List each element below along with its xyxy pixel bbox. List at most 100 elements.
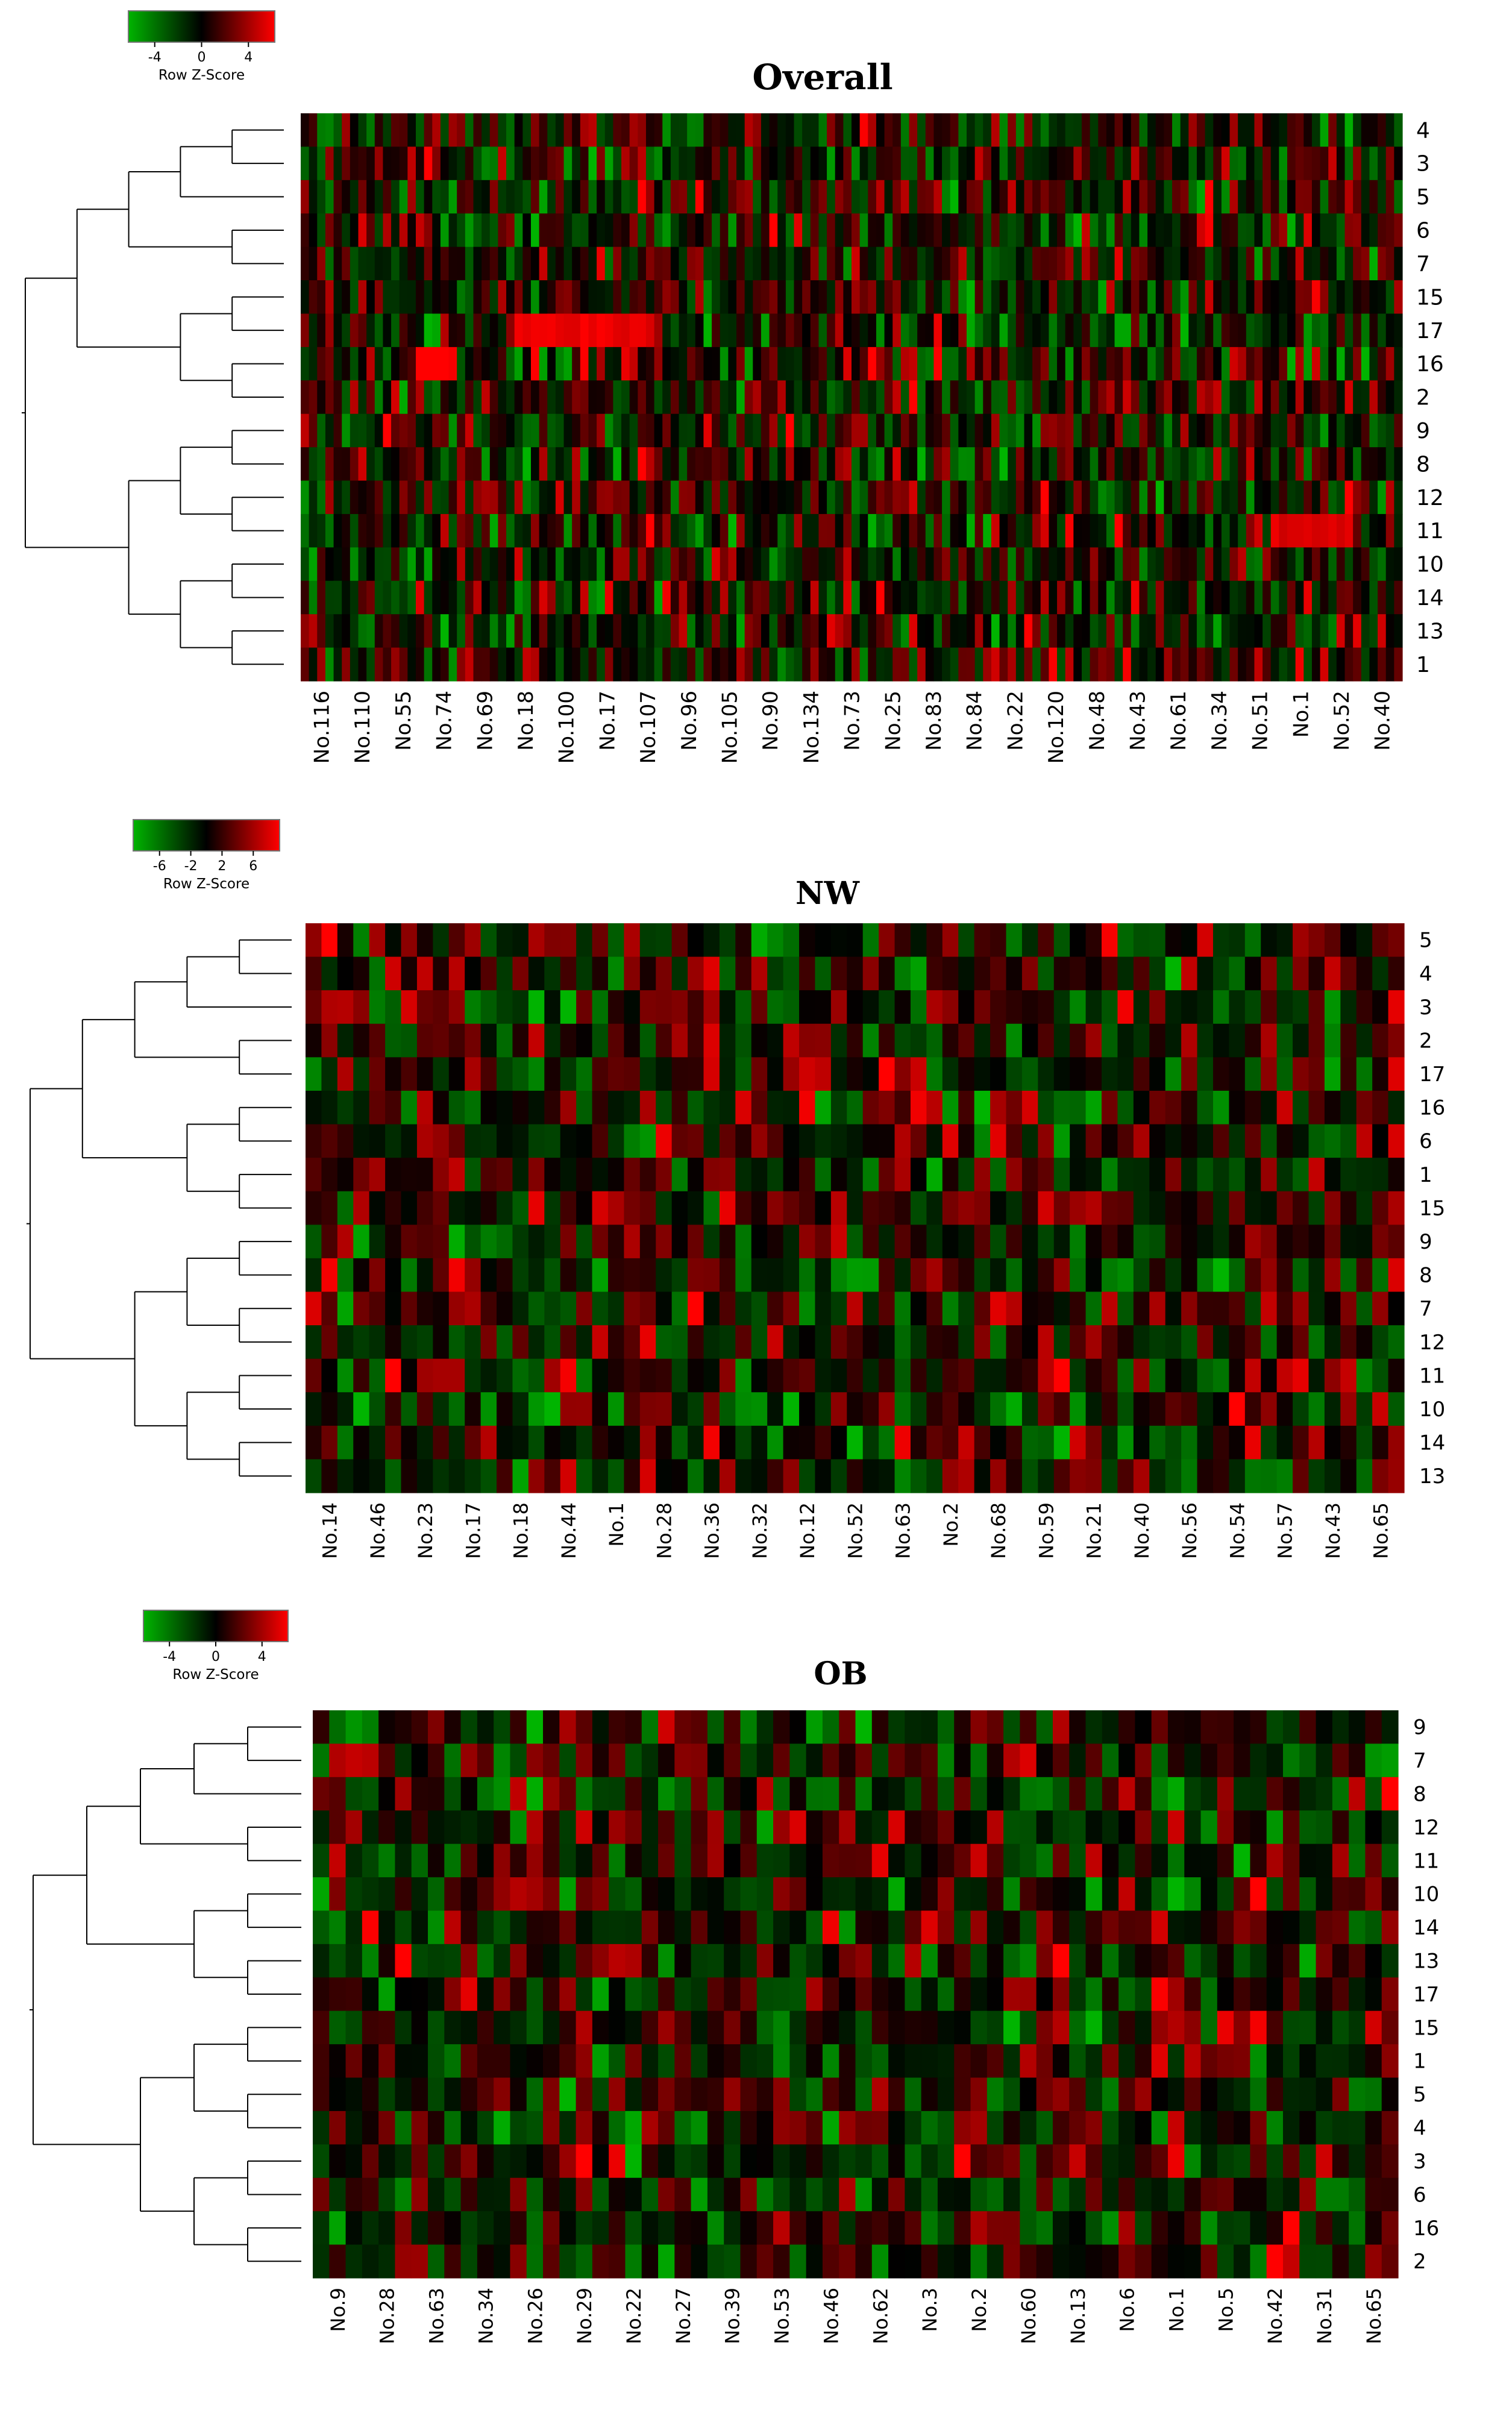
heatmap-cell <box>369 1023 386 1058</box>
heatmap-cell <box>974 347 983 381</box>
heatmap-cell <box>802 480 811 515</box>
heatmap-cell <box>510 1944 527 1978</box>
heatmap-cell <box>1316 1944 1333 1978</box>
heatmap-cell <box>383 280 392 315</box>
heatmap-cell <box>440 413 450 448</box>
heatmap-cell <box>855 2044 873 2079</box>
heatmap-cell <box>1250 1877 1267 1912</box>
heatmap-cell <box>767 990 784 1024</box>
heatmap-cell <box>1085 1777 1103 1811</box>
heatmap-cell <box>1133 1057 1150 1091</box>
heatmap-cell <box>847 923 864 958</box>
heatmap-cell <box>1106 113 1115 148</box>
heatmap-cell <box>852 614 861 648</box>
heatmap-cell <box>1133 1459 1150 1493</box>
heatmap-cell <box>656 1425 673 1460</box>
heatmap-cell <box>572 380 581 415</box>
heatmap-cell <box>999 347 1008 381</box>
heatmap-cell <box>1197 1425 1214 1460</box>
heatmap-cell <box>1299 2044 1317 2079</box>
heatmap-cell <box>530 480 540 515</box>
heatmap-cell <box>399 313 408 348</box>
row-label: 11 <box>1419 1364 1445 1388</box>
heatmap-cell <box>512 1325 529 1360</box>
heatmap-cell <box>1038 1023 1055 1058</box>
heatmap-cell <box>362 2110 379 2145</box>
heatmap-cell <box>751 1459 768 1493</box>
heatmap-cell <box>822 1910 839 1945</box>
heatmap-cell <box>1164 447 1173 482</box>
heatmap-cell <box>679 113 688 148</box>
heatmap-cell <box>625 1944 642 1978</box>
heatmap-cell <box>910 1023 927 1058</box>
heatmap-cell <box>494 1877 511 1912</box>
heatmap-cell <box>1139 513 1148 548</box>
heatmap-cell <box>440 113 450 148</box>
heatmap-cell <box>313 1944 330 1978</box>
heatmap-cell <box>1118 1810 1135 1845</box>
heatmap-cell <box>740 1743 758 1778</box>
heatmap-cell <box>378 1843 396 1878</box>
heatmap-cell <box>818 280 827 315</box>
heatmap-cell <box>1181 1124 1198 1158</box>
heatmap-cell <box>544 1358 561 1393</box>
heatmap-cell <box>497 1090 513 1125</box>
heatmap-cell <box>1196 513 1206 548</box>
column-label: No.32 <box>748 1502 771 1559</box>
heatmap-cell <box>592 1843 609 1878</box>
heatmap-cell <box>1085 1158 1102 1192</box>
heatmap-cell <box>1006 1459 1023 1493</box>
heatmap-cell <box>592 1358 609 1393</box>
heatmap-cell <box>1015 146 1025 181</box>
heatmap-cell <box>862 1325 879 1360</box>
heatmap-cell <box>1356 1392 1373 1426</box>
heatmap-cell <box>1172 146 1181 181</box>
heatmap-cell <box>843 180 852 214</box>
heatmap-cell <box>1165 1459 1182 1493</box>
heatmap-cell <box>688 1325 704 1360</box>
heatmap-cell <box>629 380 638 415</box>
heatmap-cell <box>1197 1459 1214 1493</box>
heatmap-cell <box>498 580 507 615</box>
heatmap-cell <box>1378 347 1387 381</box>
row-label: 1 <box>1413 2050 1426 2074</box>
heatmap-cell <box>1394 347 1403 381</box>
heatmap-cell <box>1287 347 1296 381</box>
heatmap-cell <box>1114 180 1123 214</box>
column-label: No.57 <box>1274 1502 1297 1559</box>
heatmap-cell <box>641 1910 659 1945</box>
heatmap-cell <box>658 1944 675 1978</box>
heatmap-cell <box>839 2044 856 2079</box>
heatmap-cell <box>645 280 655 315</box>
heatmap-cell <box>724 2010 741 2045</box>
heatmap-cell <box>983 447 992 482</box>
heatmap-cell <box>670 113 680 148</box>
heatmap-cell <box>460 2044 478 2079</box>
heatmap-cell <box>1308 1392 1325 1426</box>
heatmap-cell <box>852 513 861 548</box>
heatmap-cell <box>1081 647 1091 682</box>
heatmap-cell <box>391 313 400 348</box>
heatmap-cell <box>1356 1057 1373 1091</box>
heatmap-cell <box>859 313 868 348</box>
heatmap-cell <box>1102 2044 1119 2079</box>
heatmap-cell <box>592 2211 609 2245</box>
heatmap-cell <box>687 113 696 148</box>
heatmap-cell <box>974 1090 991 1125</box>
heatmap-cell <box>572 213 581 248</box>
heatmap-cell <box>506 313 515 348</box>
heatmap-cell <box>818 213 827 248</box>
heatmap-cell <box>514 180 523 214</box>
heatmap-cell <box>1229 990 1246 1024</box>
heatmap-cell <box>629 647 638 682</box>
heatmap-cell <box>559 2244 577 2279</box>
heatmap-cell <box>921 2244 938 2279</box>
heatmap-cell <box>1394 280 1403 315</box>
heatmap-cell <box>1155 580 1164 615</box>
heatmap-cell <box>1369 480 1378 515</box>
row-label: 15 <box>1419 1196 1445 1220</box>
heatmap-cell <box>1172 647 1181 682</box>
heatmap-cell <box>744 547 753 582</box>
heatmap-cell <box>1229 647 1238 682</box>
heatmap-cell <box>325 614 334 648</box>
